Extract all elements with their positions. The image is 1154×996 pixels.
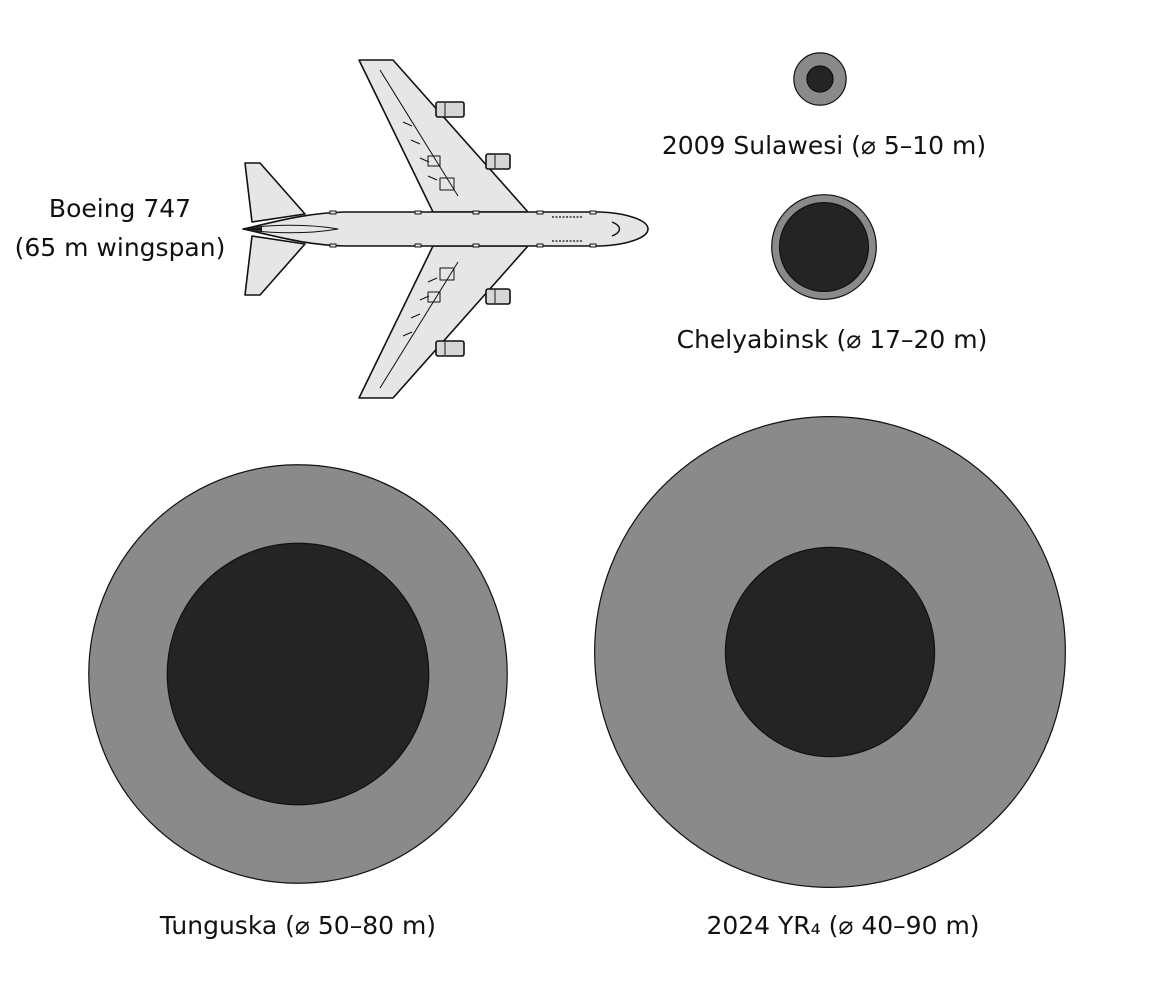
sulawesi-min-core — [806, 65, 834, 93]
wing-bottom — [358, 245, 529, 399]
fuselage — [242, 211, 649, 247]
chelyabinsk-min-core — [778, 201, 870, 293]
sulawesi-size-disc — [793, 52, 847, 106]
tail-cone — [242, 224, 339, 234]
chelyabinsk-size-disc — [771, 194, 877, 300]
wing-top — [358, 59, 529, 213]
stabilizer-top — [244, 162, 306, 223]
yr4-min-core — [724, 546, 936, 758]
chelyabinsk-label: Chelyabinsk (⌀ 17–20 m) — [677, 325, 988, 354]
yr4-label: 2024 YR₄ (⌀ 40–90 m) — [706, 911, 979, 940]
tunguska-min-core — [166, 542, 430, 806]
tunguska-label: Tunguska (⌀ 50–80 m) — [159, 911, 436, 940]
sulawesi-label: 2009 Sulawesi (⌀ 5–10 m) — [662, 131, 986, 160]
engines — [435, 101, 511, 357]
stabilizer-bottom — [244, 235, 306, 296]
tunguska-size-disc — [88, 464, 508, 884]
wing-flap-lines — [379, 69, 459, 389]
yr4-size-disc — [594, 416, 1066, 888]
cockpit-window — [611, 221, 621, 237]
reference-name-label: Boeing 747 — [49, 194, 191, 223]
reference-span-label: (65 m wingspan) — [15, 233, 226, 262]
boeing-747-silhouette — [242, 59, 649, 399]
